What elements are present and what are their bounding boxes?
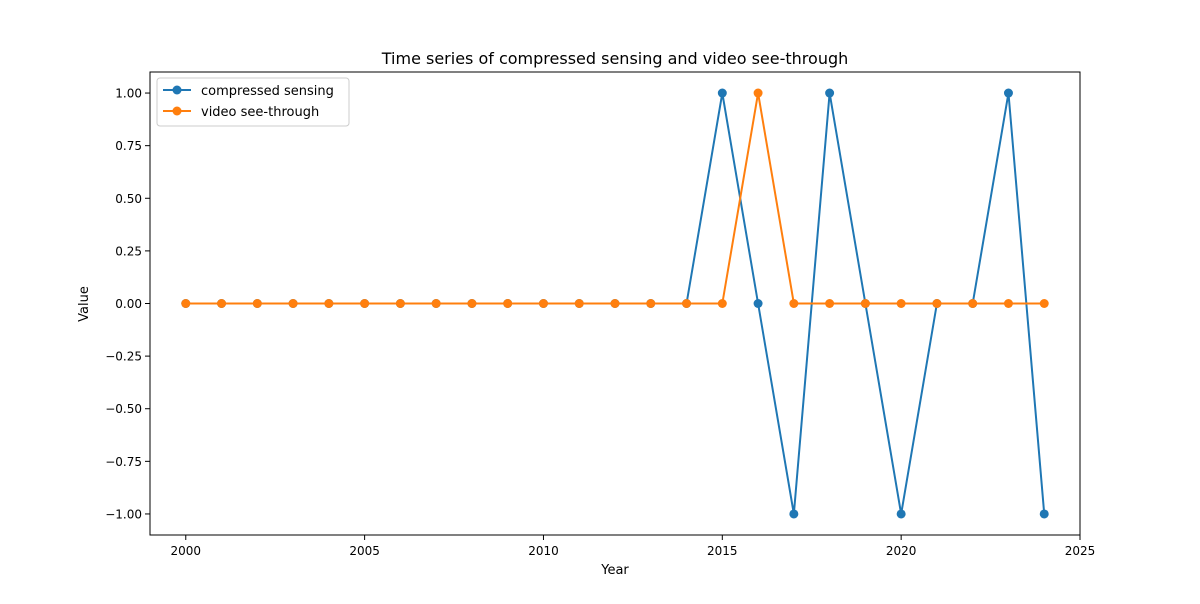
data-point-video-see-through bbox=[252, 299, 262, 308]
y-tick-label: 0.25 bbox=[115, 244, 142, 258]
y-tick-label: 0.50 bbox=[115, 192, 142, 206]
legend-entry-video-see-through: video see-through bbox=[163, 105, 319, 120]
data-point-video-see-through bbox=[932, 299, 942, 308]
data-point-video-see-through bbox=[538, 299, 548, 308]
y-axis-label: Value bbox=[77, 286, 92, 322]
data-point-video-see-through bbox=[503, 299, 513, 308]
legend-frame bbox=[156, 77, 350, 127]
y-tick-label: −0.25 bbox=[105, 350, 142, 364]
legend: compressed sensing video see-through bbox=[156, 77, 350, 127]
data-point-compressed-sensing bbox=[717, 88, 727, 98]
x-axis-ticks: 2000 2005 2010 2015 2020 2025 bbox=[170, 535, 1095, 558]
y-tick-label: 1.00 bbox=[115, 87, 142, 101]
y-tick-label: −1.00 bbox=[105, 507, 142, 521]
x-tick-label: 2005 bbox=[349, 544, 380, 558]
legend-entry-compressed-sensing: compressed sensing bbox=[163, 84, 334, 99]
data-point-video-see-through bbox=[860, 299, 870, 308]
data-point-compressed-sensing bbox=[825, 88, 835, 98]
series-video-see-through bbox=[181, 88, 1049, 308]
data-point-video-see-through bbox=[753, 88, 763, 98]
data-point-video-see-through bbox=[181, 299, 191, 308]
data-point-compressed-sensing bbox=[896, 509, 906, 519]
data-point-video-see-through bbox=[646, 299, 656, 308]
data-point-video-see-through bbox=[431, 299, 441, 308]
data-point-video-see-through bbox=[1039, 299, 1049, 308]
chart-title: Time series of compressed sensing and vi… bbox=[381, 49, 849, 68]
plot-area: 2000 2005 2010 2015 2020 2025 1.00 0.75 0.50 0.2… bbox=[105, 71, 1095, 558]
y-tick-label: −0.50 bbox=[105, 402, 142, 416]
data-point-video-see-through bbox=[682, 299, 692, 308]
x-tick-label: 2020 bbox=[886, 544, 917, 558]
data-point-compressed-sensing bbox=[789, 509, 799, 519]
data-point-compressed-sensing bbox=[1003, 88, 1013, 98]
legend-label-compressed-sensing: compressed sensing bbox=[201, 84, 334, 99]
y-tick-label: 0.00 bbox=[115, 297, 142, 311]
y-tick-label: −0.75 bbox=[105, 455, 142, 469]
data-point-video-see-through bbox=[288, 299, 298, 308]
series-layer bbox=[181, 88, 1049, 519]
legend-marker-video-see-through bbox=[172, 106, 182, 116]
data-point-video-see-through bbox=[896, 299, 906, 308]
x-tick-label: 2025 bbox=[1065, 544, 1096, 558]
y-axis-ticks: 1.00 0.75 0.50 0.25 0.00 −0.25 −0.50 −0.75 −1.00 bbox=[105, 87, 150, 521]
data-point-video-see-through bbox=[825, 299, 835, 308]
x-tick-label: 2000 bbox=[170, 544, 201, 558]
data-point-video-see-through bbox=[574, 299, 584, 308]
data-point-compressed-sensing bbox=[753, 299, 763, 308]
data-point-video-see-through bbox=[360, 299, 370, 308]
y-tick-label: 0.75 bbox=[115, 139, 142, 153]
data-point-video-see-through bbox=[467, 299, 477, 308]
data-point-video-see-through bbox=[217, 299, 227, 308]
x-tick-label: 2015 bbox=[707, 544, 738, 558]
data-point-video-see-through bbox=[395, 299, 405, 308]
data-point-video-see-through bbox=[717, 299, 727, 308]
data-point-video-see-through bbox=[789, 299, 799, 308]
x-tick-label: 2010 bbox=[528, 544, 559, 558]
data-point-video-see-through bbox=[324, 299, 334, 308]
x-axis-label: Year bbox=[600, 563, 629, 578]
legend-marker-compressed-sensing bbox=[172, 85, 182, 95]
data-point-video-see-through bbox=[610, 299, 620, 308]
legend-label-video-see-through: video see-through bbox=[201, 105, 319, 120]
data-point-compressed-sensing bbox=[1039, 509, 1049, 519]
data-point-video-see-through bbox=[968, 299, 978, 308]
data-point-video-see-through bbox=[1003, 299, 1013, 308]
